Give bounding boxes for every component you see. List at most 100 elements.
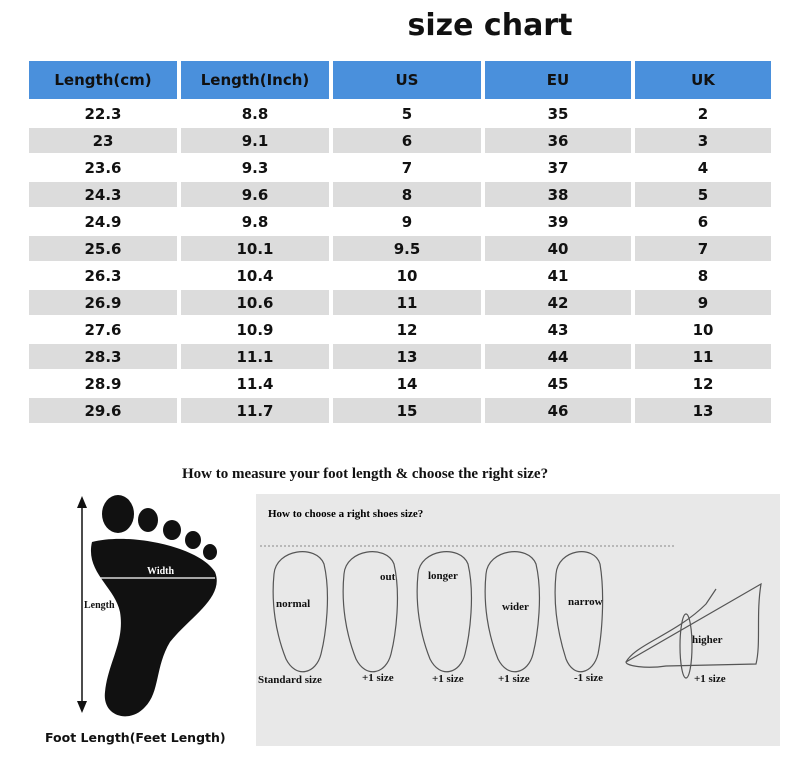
table-cell: 28.9 [84,374,122,393]
table-cell: 26.9 [29,290,177,315]
size-table: Length(cm) Length(Inch) US EU UK 22.3 8.8… [27,60,773,424]
table-row: 24.3 9.6 8 38 5 [27,181,773,208]
table-cell: 10.1 [181,236,329,261]
choose-size-panel: How to choose a right shoes size? normal… [256,494,780,746]
foot-label-higher: higher [692,634,723,646]
table-cell: 7 [635,236,771,261]
header-cell: UK [635,61,771,99]
header-cell: Length(Inch) [181,61,329,99]
header-cell: Length(cm) [29,61,177,99]
length-label: Length [84,600,115,611]
table-cell: 8 [697,266,709,285]
table-cell: 9.3 [241,158,269,177]
table-row: 26.9 10.6 11 42 9 [27,289,773,316]
table-cell: 5 [635,182,771,207]
table-cell: 2 [697,104,709,123]
table-cell: 24.9 [84,212,122,231]
table-row: 28.9 11.4 14 45 12 [27,370,773,397]
foot-label-normal: normal [276,598,311,610]
table-cell: 35 [547,104,569,123]
table-cell: 4 [697,158,709,177]
foot-silhouette-icon [77,495,217,717]
table-row: 22.3 8.8 5 35 2 [27,100,773,127]
table-row: 24.9 9.8 9 39 6 [27,208,773,235]
table-cell: 7 [401,158,413,177]
table-cell: 38 [485,182,631,207]
table-cell: 11 [635,344,771,369]
table-row: 26.3 10.4 10 41 8 [27,262,773,289]
table-cell: 45 [547,374,569,393]
table-cell: 42 [485,290,631,315]
foot-size-wider: +1 size [498,673,530,685]
page-title: size chart [407,8,573,43]
table-cell: 23 [29,128,177,153]
table-cell: 22.3 [84,104,122,123]
table-cell: 41 [547,266,569,285]
table-cell: 40 [485,236,631,261]
table-cell: 23.6 [84,158,122,177]
table-cell: 37 [547,158,569,177]
table-cell: 44 [485,344,631,369]
foot-label-narrow: narrow [568,596,603,608]
table-cell: 25.6 [29,236,177,261]
table-row: 28.3 11.1 13 44 11 [27,343,773,370]
table-cell: 46 [485,398,631,423]
table-cell: 14 [396,374,418,393]
table-cell: 28.3 [29,344,177,369]
table-cell: 11.1 [181,344,329,369]
choose-title: How to choose a right shoes size? [268,508,424,520]
table-cell: 15 [333,398,481,423]
table-cell: 36 [485,128,631,153]
table-row: 25.6 10.1 9.5 40 7 [27,235,773,262]
table-cell: 9 [401,212,413,231]
table-cell: 6 [333,128,481,153]
table-cell: 24.3 [29,182,177,207]
table-cell: 6 [697,212,709,231]
table-header: Length(cm) Length(Inch) US EU UK [27,60,773,100]
table-cell: 29.6 [29,398,177,423]
table-cell: 13 [333,344,481,369]
foot-size-longer: +1 size [432,673,464,685]
table-cell: 10 [692,320,714,339]
table-cell: 11 [333,290,481,315]
table-cell: 5 [401,104,413,123]
table-cell: 39 [547,212,569,231]
foot-measure-illustration: Width Length [30,492,245,752]
foot-label-longer: longer [428,570,458,582]
width-label: Width [147,566,175,577]
table-cell: 8 [333,182,481,207]
table-row: 23 9.1 6 36 3 [27,127,773,154]
table-cell: 8.8 [241,104,269,123]
table-cell: 9.8 [241,212,269,231]
table-row: 27.6 10.9 12 43 10 [27,316,773,343]
table-cell: 9.1 [181,128,329,153]
table-row: 23.6 9.3 7 37 4 [27,154,773,181]
foot-label-out: out [380,571,396,583]
table-cell: 12 [396,320,418,339]
table-cell: 10.4 [236,266,274,285]
table-cell: 12 [692,374,714,393]
table-row: 29.6 11.7 15 46 13 [27,397,773,424]
foot-size-out: +1 size [362,672,394,684]
foot-size-higher: +1 size [694,673,726,685]
header-cell: EU [485,61,631,99]
header-cell: US [333,61,481,99]
table-cell: 26.3 [84,266,122,285]
table-cell: 27.6 [84,320,122,339]
foot-size-normal: Standard size [258,674,322,686]
table-cell: 11.7 [181,398,329,423]
table-cell: 9.5 [333,236,481,261]
table-cell: 43 [547,320,569,339]
table-cell: 10 [396,266,418,285]
foot-length-caption: Foot Length(Feet Length) [45,730,226,745]
foot-label-wider: wider [502,601,529,613]
table-cell: 9.6 [181,182,329,207]
feet-outlines-icon [260,545,762,679]
measure-title: How to measure your foot length & choose… [182,466,549,482]
table-cell: 10.6 [181,290,329,315]
table-cell: 3 [635,128,771,153]
table-cell: 13 [635,398,771,423]
foot-size-narrow: -1 size [574,672,604,684]
table-cell: 9 [635,290,771,315]
table-cell: 10.9 [236,320,274,339]
